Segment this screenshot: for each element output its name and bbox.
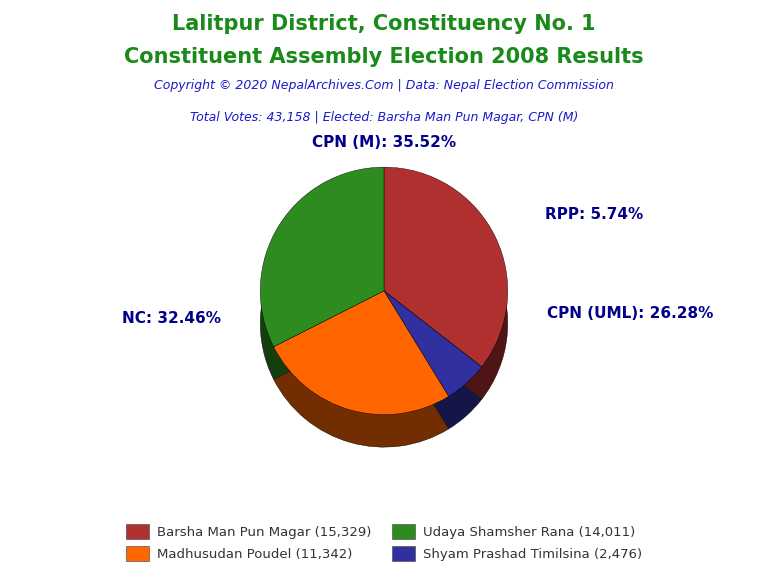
Wedge shape: [384, 200, 508, 399]
Text: CPN (M): 35.52%: CPN (M): 35.52%: [312, 135, 456, 150]
Wedge shape: [273, 323, 449, 447]
Wedge shape: [384, 167, 508, 367]
Text: Lalitpur District, Constituency No. 1: Lalitpur District, Constituency No. 1: [172, 14, 596, 35]
Wedge shape: [260, 200, 384, 380]
Text: Constituent Assembly Election 2008 Results: Constituent Assembly Election 2008 Resul…: [124, 47, 644, 67]
Text: RPP: 5.74%: RPP: 5.74%: [545, 207, 643, 222]
Wedge shape: [273, 291, 449, 415]
Legend: Barsha Man Pun Magar (15,329), Madhusudan Poudel (11,342), Udaya Shamsher Rana (: Barsha Man Pun Magar (15,329), Madhusuda…: [121, 519, 647, 567]
Text: CPN (UML): 26.28%: CPN (UML): 26.28%: [548, 306, 713, 321]
Text: Copyright © 2020 NepalArchives.Com | Data: Nepal Election Commission: Copyright © 2020 NepalArchives.Com | Dat…: [154, 79, 614, 93]
Text: Total Votes: 43,158 | Elected: Barsha Man Pun Magar, CPN (M): Total Votes: 43,158 | Elected: Barsha Ma…: [190, 111, 578, 124]
Wedge shape: [384, 323, 482, 429]
Wedge shape: [384, 291, 482, 396]
Text: NC: 32.46%: NC: 32.46%: [121, 310, 220, 325]
Wedge shape: [260, 167, 384, 347]
